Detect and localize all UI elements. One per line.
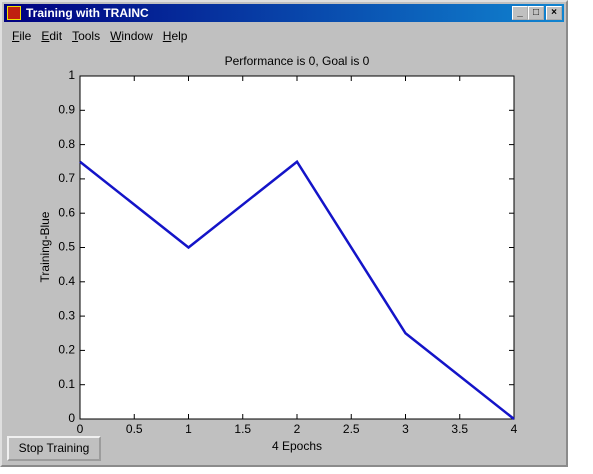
y-tick-label: 0.5 [58,240,75,254]
x-tick-label: 0 [77,422,84,436]
y-tick-label: 0 [68,411,75,425]
menu-bar: File Edit Tools Window Help [6,27,191,45]
x-tick-label: 1 [185,422,192,436]
data-line [79,159,515,420]
menu-item[interactable]: Window [110,29,153,43]
y-tick-label: 0.7 [58,171,75,185]
x-tick-label: 3.5 [451,422,468,436]
menu-item[interactable]: Edit [41,29,63,43]
stop-training-button[interactable]: Stop Training [7,436,101,461]
close-button[interactable]: × [546,6,562,20]
y-tick-label: 1 [68,68,75,82]
y-tick-label: 0.3 [58,308,75,322]
y-tick-label: 0.9 [58,102,75,116]
title-bar: Training with TRAINC _ □ × [4,4,564,22]
y-tick-label: 0.6 [58,205,75,219]
y-tick-label: 0.8 [58,137,75,151]
menu-item[interactable]: Tools [72,29,101,43]
menu-item[interactable]: File [12,29,32,43]
minimize-button[interactable]: _ [512,6,528,20]
x-tick-label: 2 [294,422,301,436]
y-tick-label: 0.1 [58,377,75,391]
chart-title: Performance is 0, Goal is 0 [225,54,370,68]
y-tick-label: 0.2 [58,343,75,357]
maximize-button[interactable]: □ [528,6,544,20]
x-tick-label: 4 [511,422,518,436]
y-axis-label: Training-Blue [38,211,52,282]
x-tick-label: 0.5 [126,422,143,436]
x-axis-label: 4 Epochs [272,439,322,453]
x-tick-label: 3 [402,422,409,436]
menu-item[interactable]: Help [162,29,188,43]
y-tick-label: 0.4 [58,274,75,288]
x-tick-label: 1.5 [234,422,251,436]
window-title: Training with TRAINC [26,6,149,20]
x-tick-label: 2.5 [343,422,360,436]
app-icon [7,6,21,20]
